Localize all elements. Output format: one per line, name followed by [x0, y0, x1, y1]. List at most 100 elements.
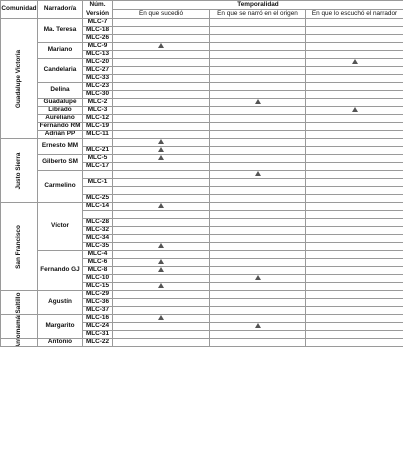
temporality-cell [112, 82, 210, 91]
temporality-cell [209, 154, 306, 163]
temporality-cell [112, 130, 210, 139]
header-version: Núm. Versión [82, 0, 113, 19]
triangle-marker-icon [158, 315, 164, 321]
triangle-marker-icon [351, 107, 358, 113]
temporality-cell [209, 138, 306, 147]
temporality-cell [112, 162, 210, 171]
version-code: MLC-20 [82, 58, 113, 67]
temporality-cell [304, 282, 403, 291]
temporality-cell [304, 250, 403, 259]
temporality-cell [304, 178, 403, 187]
triangle-marker-icon [254, 323, 261, 329]
triangle-marker-icon [158, 147, 164, 153]
temporality-cell [209, 114, 306, 123]
table-row: Carmelino [1, 170, 403, 203]
temporality-cell [304, 146, 403, 155]
narrator-name: Víctor [37, 202, 83, 251]
triangle-marker-icon [158, 267, 164, 273]
version-code: MLC-17 [82, 162, 113, 171]
table-row: Mariano MLC-9 [1, 42, 403, 59]
temporality-cell [304, 122, 403, 131]
table-row: San Francisco Víctor MLC-14 [0, 202, 403, 291]
temporality-cell [209, 178, 306, 187]
version-code: MLC-3 [82, 106, 113, 115]
version-code: MLC-33 [82, 74, 113, 83]
temporality-cell [209, 234, 306, 243]
version-code: MLC-14 [82, 202, 113, 211]
table-row: Delina MLC-23 [1, 82, 403, 99]
temporality-cell [209, 34, 306, 43]
temporality-cell [304, 114, 403, 123]
temporality-cell [209, 266, 306, 275]
narrator-name: Gilberto SM [37, 154, 83, 171]
temporality-cell [112, 274, 210, 283]
temporality-cell [112, 26, 210, 35]
triangle-marker-icon [351, 59, 358, 65]
temporality-cell [209, 282, 306, 291]
version-code: MLC-31 [82, 330, 113, 339]
version-code: MLC-21 [82, 146, 113, 155]
community-name: Guadalupe Victoria [14, 49, 22, 108]
temporality-cell [112, 66, 210, 75]
temporality-cell [112, 314, 210, 323]
community-name: Saltillo [14, 292, 22, 313]
temporality-cell [209, 74, 306, 83]
temporality-cell [209, 122, 306, 131]
version-code: MLC-2 [82, 98, 113, 107]
temporality-cell [209, 202, 306, 211]
temporality-cell [112, 138, 210, 147]
table-row: Lomamán Margarito MLC-16 [0, 314, 403, 339]
temporality-cell [304, 298, 403, 307]
temporality-cell [304, 338, 403, 347]
temporality-cell [209, 186, 306, 195]
temporality-cell [112, 42, 210, 51]
temporality-cell [112, 98, 210, 107]
version-code: MLC-15 [82, 282, 113, 291]
narrator-name: Fernando GJ [37, 250, 83, 291]
temporality-cell [209, 106, 306, 115]
temporality-cell [112, 234, 210, 243]
version-code: MLC-36 [82, 298, 113, 307]
version-code: MLC-28 [82, 218, 113, 227]
community-cell: San Francisco [0, 202, 38, 291]
table-row: Candelaria MLC-20 [1, 58, 403, 83]
version-code: MLC-24 [82, 322, 113, 331]
version-code: MLC-27 [82, 66, 113, 75]
community-cell: Lomamán [0, 314, 38, 339]
temporality-cell [209, 290, 306, 299]
temporality-cell [304, 314, 403, 323]
version-code: MLC-25 [82, 194, 113, 203]
temporality-cell [112, 298, 210, 307]
temporality-cell [304, 106, 403, 115]
table-row: Fernando GJ MLC-4 [1, 250, 403, 291]
temporality-cell [209, 306, 306, 315]
temporality-cell [112, 266, 210, 275]
temporality-cell [209, 274, 306, 283]
temporality-cell [209, 162, 306, 171]
narrator-name: Margarito [37, 314, 83, 339]
temporality-cell [112, 178, 210, 187]
temporality-cell [209, 250, 306, 259]
table-row: Adrián PP MLC-11 [1, 130, 403, 139]
header-comunidad: Comunidad [0, 0, 38, 19]
temporality-cell [304, 130, 403, 139]
temporality-cell [112, 34, 210, 43]
community-name: San Francisco [14, 224, 22, 269]
temporality-cell [112, 18, 210, 27]
narrator-name: Candelaria [37, 58, 83, 83]
temporality-cell [209, 82, 306, 91]
version-code: MLC-7 [82, 18, 113, 27]
temporality-cell [209, 298, 306, 307]
triangle-marker-icon [158, 203, 164, 209]
temporality-cell [209, 314, 306, 323]
community-name: Justo Sierra [14, 152, 22, 189]
temporality-cell [304, 274, 403, 283]
version-code [82, 186, 113, 195]
narrator-name: Delina [37, 82, 83, 99]
community-cell: Justo Sierra [0, 138, 38, 203]
header-narrador: Narrador/a [37, 0, 83, 19]
triangle-marker-icon [158, 155, 164, 161]
community-cell: Guadalupe Victoria [0, 18, 38, 139]
community-name: San Antonio [15, 340, 22, 346]
table-row: Gilberto SM MLC-5 [1, 154, 403, 171]
